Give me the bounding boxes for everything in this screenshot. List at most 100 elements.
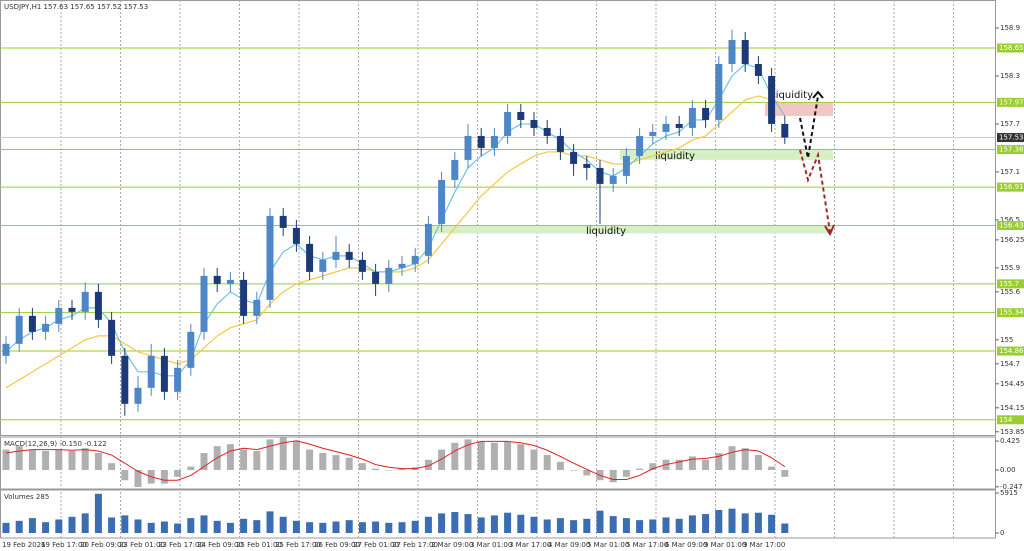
- candle-body: [279, 215, 287, 228]
- candle-body: [464, 135, 472, 160]
- moving-average: [5, 63, 786, 377]
- volume-bar: [596, 510, 604, 533]
- x-tick-label: 5 Mar 01:00: [587, 541, 629, 549]
- macd-bar: [306, 449, 314, 471]
- macd-bar: [372, 468, 380, 471]
- candle-body: [741, 39, 749, 64]
- x-tick-label: 4 Mar 09:00: [548, 541, 590, 549]
- macd-bar: [504, 441, 512, 471]
- candle-body: [451, 159, 459, 180]
- x-tick-label: 23 Feb 01:00: [119, 541, 165, 549]
- level-tag: [997, 97, 1024, 107]
- macd-bar: [543, 455, 551, 471]
- macd-bar: [345, 457, 353, 471]
- candle-body: [385, 267, 393, 284]
- volume-bar: [715, 510, 723, 533]
- candle-body: [134, 387, 142, 404]
- x-tick-label: 19 Feb 2026: [2, 541, 46, 549]
- candle-body: [728, 39, 736, 64]
- candle-body: [174, 367, 182, 392]
- volume-bar: [15, 520, 23, 533]
- volume-bar: [411, 520, 419, 533]
- volume-bar: [319, 522, 327, 533]
- volume-bar: [226, 522, 234, 533]
- volume-bar: [147, 522, 155, 533]
- macd-bar: [108, 463, 116, 471]
- candle-body: [55, 307, 63, 324]
- volume-bar: [477, 517, 485, 533]
- volume-bar: [28, 518, 36, 533]
- macd-bar: [702, 459, 710, 471]
- candle-body: [226, 279, 234, 284]
- level-label: 155.7: [999, 280, 1019, 288]
- candle-body: [28, 315, 36, 332]
- liquidity-zone: [430, 225, 833, 234]
- signal-line: [5, 440, 786, 481]
- macd-bar: [768, 466, 776, 471]
- candle-body: [306, 243, 314, 272]
- volume-bar: [213, 520, 221, 533]
- macd-bar: [2, 449, 10, 471]
- y-tick-label: 154.7: [1000, 360, 1020, 368]
- candle-body: [596, 167, 604, 184]
- candle-body: [15, 315, 23, 344]
- macd-bar: [609, 470, 617, 483]
- candle-body: [477, 135, 485, 148]
- macd-bar: [121, 470, 129, 481]
- arrows: [799, 90, 835, 237]
- y-tick-label: 0: [1000, 529, 1004, 537]
- candle-body: [649, 131, 657, 136]
- x-tick-label: 2 Mar 09:00: [431, 541, 473, 549]
- volume-bar: [266, 511, 274, 533]
- candle-body: [556, 135, 564, 152]
- candle-body: [490, 135, 498, 148]
- candle-body: [332, 251, 340, 260]
- volume-bar: [94, 493, 102, 533]
- panel-title: Volumes 285: [4, 493, 49, 501]
- candle-body: [108, 319, 116, 356]
- macd-bar: [451, 442, 459, 471]
- volume-bar: [451, 512, 459, 533]
- macd-bar: [728, 446, 736, 471]
- arrow-down: [799, 149, 831, 233]
- volume-bar: [42, 522, 50, 533]
- volume-bar: [649, 519, 657, 533]
- volume-bar: [372, 521, 380, 533]
- candle-body: [266, 215, 274, 300]
- macd-bar: [490, 442, 498, 471]
- volume-bar: [345, 520, 353, 533]
- level-label: 155.34: [999, 309, 1024, 317]
- volume-bar: [438, 513, 446, 533]
- candle-body: [636, 135, 644, 156]
- candle-body: [688, 107, 696, 128]
- macd-bar: [187, 466, 195, 471]
- volume-bar: [398, 522, 406, 533]
- macd-bar: [42, 450, 50, 471]
- x-tick-label: 5 Mar 17:00: [626, 541, 668, 549]
- macd-bar: [424, 459, 432, 471]
- volume-bar: [187, 518, 195, 533]
- panel-title: USDJPY,H1 157.63 157.65 157.52 157.53: [4, 3, 148, 11]
- volume-bar: [675, 518, 683, 533]
- volume-bar: [702, 514, 710, 533]
- candle-body: [504, 111, 512, 136]
- macd-bar: [266, 439, 274, 471]
- arrowhead: [812, 90, 824, 99]
- macd-bar: [636, 468, 644, 471]
- y-tick-label: 154.45: [1000, 380, 1024, 388]
- volume-bar: [490, 515, 498, 533]
- volume-bar: [240, 518, 248, 533]
- candle-body: [715, 63, 723, 120]
- level-tag: [997, 43, 1024, 53]
- candle-body: [121, 355, 129, 404]
- liquidity-zone: [620, 149, 833, 160]
- candle-body: [253, 299, 261, 316]
- volume-bar: [741, 513, 749, 533]
- level-tag: [997, 279, 1024, 289]
- candle-body: [702, 107, 710, 120]
- zone-label: liquidity: [773, 90, 813, 101]
- panel-frame: [0, 0, 996, 436]
- level-label: 154.86: [999, 347, 1024, 355]
- last-price-tag: [997, 133, 1024, 143]
